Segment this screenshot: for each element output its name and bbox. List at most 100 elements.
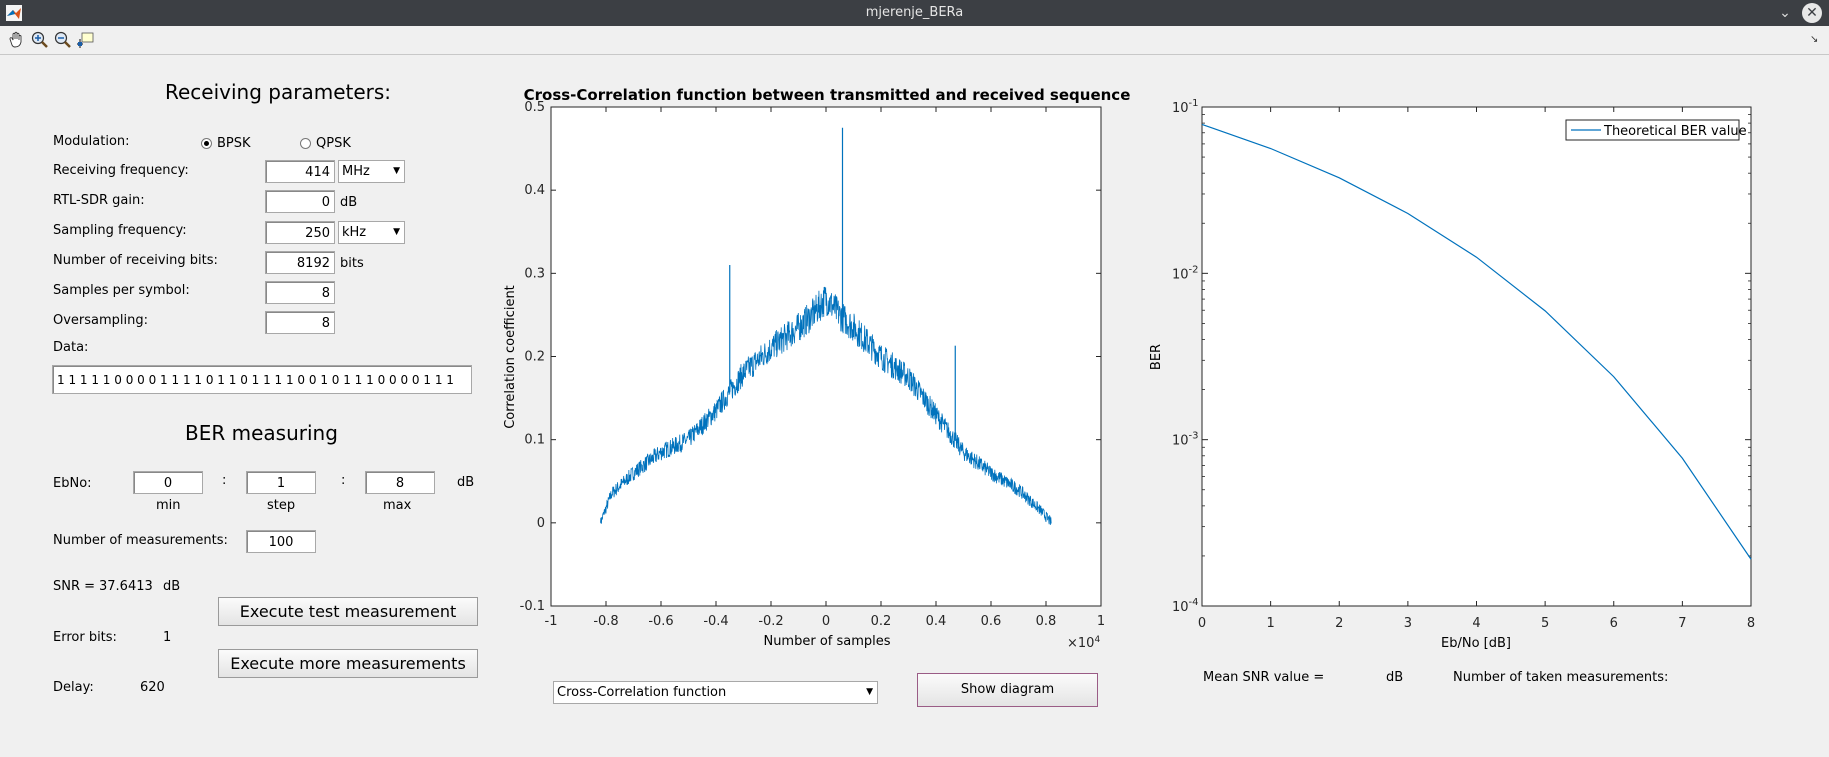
x-tick-label: -0.8 bbox=[593, 614, 618, 629]
chart1-ylabel: Correlation coefficient bbox=[503, 285, 518, 429]
ebno-step-caption: step bbox=[267, 498, 296, 513]
zoom-in-icon[interactable] bbox=[30, 30, 50, 50]
pan-icon[interactable] bbox=[6, 30, 26, 50]
chevron-down-icon: ▼ bbox=[393, 227, 400, 237]
x-tick-label: 5 bbox=[1541, 616, 1549, 631]
x-tick-label: 1 bbox=[1097, 614, 1105, 629]
x-tick-label: -0.4 bbox=[703, 614, 728, 629]
x-tick-label: 7 bbox=[1678, 616, 1686, 631]
receiving-parameters-heading: Receiving parameters: bbox=[165, 80, 392, 104]
oversampling-input[interactable]: 8 bbox=[265, 311, 335, 334]
chart1-plot-area[interactable] bbox=[550, 106, 1102, 607]
chart1-ticks: -1 -0.8 -0.6 -0.4 -0.2 0 0.2 0.4 0.6 0.8 1 -0.1 0 0.1… bbox=[520, 100, 1106, 629]
x-tick-label: 6 bbox=[1610, 616, 1618, 631]
rx-frequency-label: Receiving frequency: bbox=[53, 163, 189, 178]
delay-value: 620 bbox=[140, 680, 165, 695]
y-tick-label: 0.3 bbox=[524, 266, 545, 281]
chart2-ylabel: BER bbox=[1149, 344, 1164, 370]
gain-input[interactable]: 0 bbox=[265, 190, 335, 213]
plot-type-value: Cross-Correlation function bbox=[557, 685, 727, 700]
snr-value: 37.6413 bbox=[99, 579, 153, 594]
chart1-title: Cross-Correlation function between trans… bbox=[524, 86, 1131, 104]
x-tick-label: -0.2 bbox=[758, 614, 783, 629]
delay-label: Delay: bbox=[53, 680, 94, 695]
execute-more-button[interactable]: Execute more measurements bbox=[218, 649, 478, 678]
chart2-ticks: 0 1 2 3 4 5 6 7 8 10-1 10-2 10-3 10-4 bbox=[1172, 98, 1755, 631]
show-diagram-button[interactable]: Show diagram bbox=[917, 673, 1098, 707]
measurements-input[interactable]: 100 bbox=[246, 530, 316, 553]
samples-per-symbol-input[interactable]: 8 bbox=[265, 281, 335, 304]
minimize-button[interactable]: ⌄ bbox=[1779, 5, 1791, 21]
ebno-step-input[interactable]: 1 bbox=[246, 471, 316, 494]
y-tick-label: 0.5 bbox=[524, 100, 545, 115]
x-tick-label: -0.6 bbox=[648, 614, 673, 629]
measurements-label: Number of measurements: bbox=[53, 533, 228, 548]
zoom-out-icon[interactable] bbox=[53, 30, 73, 50]
matlab-app-icon bbox=[6, 5, 22, 21]
y-tick-label: -0.1 bbox=[520, 599, 545, 614]
ebno-max-caption: max bbox=[383, 498, 412, 513]
x-tick-label: 0.6 bbox=[981, 614, 1002, 629]
x-tick-label: 8 bbox=[1747, 616, 1755, 631]
chevron-down-icon: ▼ bbox=[393, 166, 400, 176]
x-tick-label: 1 bbox=[1266, 616, 1274, 631]
figure-toolbar bbox=[0, 26, 1829, 55]
plot-type-select[interactable]: Cross-Correlation function ▼ bbox=[553, 681, 878, 704]
modulation-label: Modulation: bbox=[53, 134, 130, 149]
rx-frequency-input[interactable]: 414 bbox=[265, 160, 335, 183]
rx-frequency-unit-select[interactable]: MHz ▼ bbox=[338, 160, 405, 183]
chevron-down-icon: ▼ bbox=[866, 687, 873, 697]
receiving-bits-unit: bits bbox=[340, 256, 364, 271]
error-bits-value: 1 bbox=[163, 630, 172, 645]
title-bar: mjerenje_BERa bbox=[0, 0, 1829, 26]
x-tick-label: 0 bbox=[822, 614, 830, 629]
mean-snr-unit: dB bbox=[1386, 670, 1404, 685]
chart2-series bbox=[1201, 123, 1752, 560]
data-label: Data: bbox=[53, 340, 89, 355]
y-tick-label: 10-4 bbox=[1172, 597, 1199, 615]
bpsk-label: BPSK bbox=[217, 136, 251, 151]
qpsk-radio[interactable] bbox=[300, 138, 311, 149]
chart2-xlabel: Eb/No [dB] bbox=[1441, 636, 1511, 651]
y-tick-label: 0.4 bbox=[524, 183, 545, 198]
ber-line bbox=[1201, 123, 1752, 560]
execute-test-button[interactable]: Execute test measurement bbox=[218, 597, 478, 626]
qpsk-label: QPSK bbox=[316, 136, 351, 151]
data-cursor-icon[interactable] bbox=[76, 30, 96, 50]
error-bits-label: Error bits: bbox=[53, 630, 117, 645]
x-tick-label: 4 bbox=[1472, 616, 1480, 631]
bpsk-radio[interactable] bbox=[201, 138, 212, 149]
y-tick-label: 10-3 bbox=[1172, 431, 1199, 449]
sampling-frequency-input[interactable]: 250 bbox=[265, 221, 335, 244]
gain-label: RTL-SDR gain: bbox=[53, 193, 145, 208]
x-tick-label: 3 bbox=[1404, 616, 1412, 631]
y-tick-label: 0 bbox=[537, 516, 545, 531]
chart2-legend bbox=[1565, 119, 1740, 141]
x-tick-label: 2 bbox=[1335, 616, 1343, 631]
legend-entry: Theoretical BER value bbox=[1603, 124, 1747, 139]
receiving-bits-input[interactable]: 8192 bbox=[265, 251, 335, 274]
colon-separator: : bbox=[341, 473, 346, 488]
taken-measurements-label: Number of taken measurements: bbox=[1453, 670, 1669, 685]
x-tick-label: 0.8 bbox=[1036, 614, 1057, 629]
gain-unit: dB bbox=[340, 195, 358, 210]
correlation-line bbox=[600, 286, 1052, 525]
data-input[interactable]: 1 1 1 1 1 0 0 0 0 1 1 1 1 0 1 1 0 1 1 1 … bbox=[52, 365, 472, 394]
dock-figure-icon[interactable]: ↘ bbox=[1810, 34, 1819, 45]
ber-measuring-heading: BER measuring bbox=[185, 421, 338, 445]
y-tick-label: 10-1 bbox=[1172, 98, 1199, 116]
y-tick-label: 0.2 bbox=[524, 350, 545, 365]
y-tick-label: 10-2 bbox=[1172, 264, 1199, 282]
chart2-plot-area[interactable] bbox=[1201, 106, 1752, 607]
chart1-x-multiplier-exponent: 4 bbox=[1094, 635, 1100, 645]
ebno-min-input[interactable]: 0 bbox=[133, 471, 203, 494]
x-tick-label: 0 bbox=[1198, 616, 1206, 631]
snr-label: SNR = bbox=[53, 579, 96, 594]
close-button[interactable]: ✕ bbox=[1802, 3, 1822, 23]
sampling-frequency-unit-select[interactable]: kHz ▼ bbox=[338, 221, 405, 244]
snr-unit: dB bbox=[163, 579, 181, 594]
ebno-max-input[interactable]: 8 bbox=[365, 471, 435, 494]
x-tick-label: -1 bbox=[545, 614, 558, 629]
mean-snr-label: Mean SNR value = bbox=[1203, 670, 1325, 685]
